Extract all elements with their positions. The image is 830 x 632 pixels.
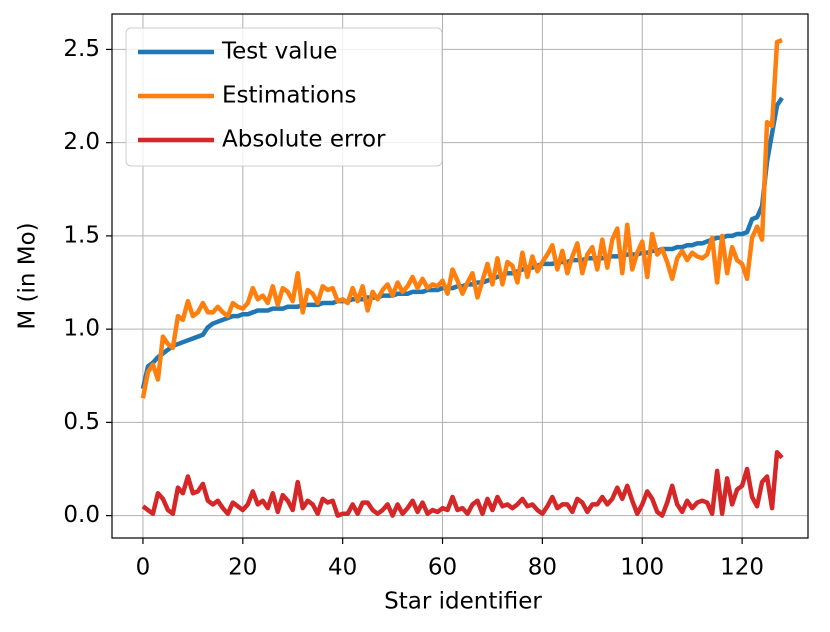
y-tick-label: 1.5: [63, 222, 100, 248]
y-tick-label: 2.5: [63, 36, 100, 62]
data-line: [140, 38, 783, 399]
data-line: [141, 449, 784, 518]
legend-label: Test value: [221, 39, 337, 65]
y-axis-label: M (in Mo): [15, 222, 41, 329]
y-tick-label: 0.5: [63, 409, 100, 435]
legend-box: [125, 27, 443, 167]
y-tick-label: 0.0: [63, 502, 100, 528]
x-tick-label: 120: [720, 555, 764, 581]
x-tick-label: 0: [136, 555, 151, 581]
data-line: [140, 96, 784, 390]
legend-label: Estimations: [222, 83, 356, 109]
x-tick-label: 100: [620, 555, 664, 581]
x-tick-label: 20: [228, 555, 257, 581]
legend: Test value Estimations Absolute error: [125, 27, 443, 167]
legend-label: Absolute error: [222, 127, 386, 153]
x-tick-label: 60: [428, 555, 457, 581]
x-axis-label: Star identifier: [384, 589, 542, 615]
x-tick-label: 40: [328, 555, 357, 581]
y-tick-label: 2.0: [63, 129, 100, 155]
y-tick-label: 1.0: [63, 316, 100, 342]
plot-frame: [111, 13, 809, 539]
x-tick-label: 80: [528, 555, 557, 581]
